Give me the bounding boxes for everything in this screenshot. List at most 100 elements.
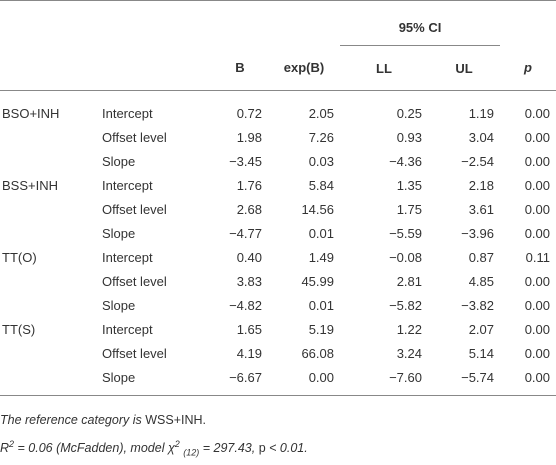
term-label: Intercept <box>102 249 153 265</box>
group-label: BSO+INH <box>2 105 60 121</box>
empty-cell <box>0 197 100 221</box>
value-cell: 1.65 <box>236 321 262 337</box>
value-cell: 0.01 <box>308 297 334 313</box>
table-row: TT(S) Intercept 1.65 5.19 1.22 2.07 0.00 <box>0 317 556 341</box>
value-cell: −5.59 <box>389 225 422 241</box>
value-cell: −5.74 <box>428 365 501 396</box>
term-label: Slope <box>102 225 136 241</box>
value-cell: −6.67 <box>212 365 268 396</box>
term-label: Intercept <box>102 105 153 121</box>
value-cell: −4.36 <box>389 153 422 169</box>
empty-cell <box>0 269 100 293</box>
table-row: Slope −3.45 0.03 −4.36 −2.54 0.00 <box>0 149 556 173</box>
term-label: Slope <box>102 153 136 169</box>
value-cell: 0.72 <box>236 105 262 121</box>
empty-cell <box>0 221 100 245</box>
term-label: Offset level <box>102 273 167 289</box>
group-label: TT(S) <box>2 321 36 337</box>
value-cell: 0.00 <box>524 273 551 289</box>
value-cell: 2.18 <box>468 177 495 193</box>
value-cell: −3.82 <box>461 297 495 313</box>
value-cell: 2.05 <box>308 105 334 121</box>
value-cell: 0.00 <box>524 321 551 337</box>
table-row: Slope −4.77 0.01 −5.59 −3.96 0.00 <box>0 221 556 245</box>
value-cell: 0.03 <box>308 153 334 169</box>
ci-header: 95% CI <box>340 0 501 46</box>
value-cell: −3.96 <box>461 225 495 241</box>
results-table: 95% CI B exp(B) LL UL p BSO+INH Intercept… <box>0 0 556 396</box>
value-cell: 7.26 <box>308 129 334 145</box>
value-cell: 1.22 <box>396 321 422 337</box>
value-cell: 0.00 <box>524 297 551 313</box>
value-cell: 45.99 <box>301 273 334 289</box>
value-cell: 5.84 <box>308 177 334 193</box>
term-label: Slope <box>100 365 212 396</box>
value-cell: 1.19 <box>468 105 495 121</box>
note-text: < 0.01. <box>265 441 308 456</box>
value-cell: 14.56 <box>301 201 334 217</box>
table-row: Slope −4.82 0.01 −5.82 −3.82 0.00 <box>0 293 556 317</box>
value-cell: 0.40 <box>236 249 262 265</box>
value-cell: 4.19 <box>236 345 262 361</box>
note-text: = 0.06 (McFadden), model χ <box>14 441 175 456</box>
value-cell: 3.24 <box>396 345 422 361</box>
empty-cell <box>0 293 100 317</box>
note-line: The reference category is WSS+INH. <box>0 408 556 432</box>
note-text: R <box>0 441 10 456</box>
value-cell: 5.14 <box>468 345 495 361</box>
value-cell: 0.93 <box>396 129 422 145</box>
note-text: (12) <box>183 447 200 458</box>
term-label: Slope <box>102 297 136 313</box>
value-cell: −4.77 <box>229 225 262 241</box>
column-header: exp(B) <box>268 45 340 91</box>
value-cell: 0.00 <box>524 105 551 121</box>
table-row: BSS+INH Intercept 1.76 5.84 1.35 2.18 0.00 <box>0 173 556 197</box>
empty-cell <box>0 365 100 396</box>
value-cell: −2.54 <box>461 153 495 169</box>
value-cell: 1.35 <box>396 177 422 193</box>
note-text: 2 <box>174 439 180 449</box>
note-line: R2 = 0.06 (McFadden), model χ2 (12) = 29… <box>0 432 556 465</box>
note-text: p <box>258 441 266 456</box>
value-cell: 2.81 <box>396 273 422 289</box>
value-cell: 0.00 <box>524 225 551 241</box>
table-row: Offset level 1.98 7.26 0.93 3.04 0.00 <box>0 125 556 149</box>
value-cell: 2.07 <box>468 321 495 337</box>
value-cell: 0.00 <box>524 153 551 169</box>
value-cell: 1.76 <box>236 177 262 193</box>
table-row: BSO+INH Intercept 0.72 2.05 0.25 1.19 0.00 <box>0 91 556 126</box>
value-cell: 0.00 <box>268 365 340 396</box>
value-cell: 3.83 <box>236 273 262 289</box>
value-cell: −5.82 <box>389 297 422 313</box>
column-header: B <box>212 45 268 91</box>
term-label: Offset level <box>102 201 167 217</box>
value-cell: 0.01 <box>308 225 334 241</box>
value-cell: 0.87 <box>468 249 495 265</box>
value-cell: 3.61 <box>468 201 495 217</box>
value-cell: −0.08 <box>389 249 422 265</box>
term-label: Offset level <box>102 129 167 145</box>
note-text: 2 <box>9 439 15 449</box>
value-cell: 5.19 <box>308 321 334 337</box>
table-row: Offset level 3.83 45.99 2.81 4.85 0.00 <box>0 269 556 293</box>
note-text: = 297.43, <box>199 441 259 456</box>
value-cell: 1.49 <box>308 249 334 265</box>
empty-cell <box>0 125 100 149</box>
value-cell: 0.25 <box>396 105 422 121</box>
note-text: The reference category is <box>0 413 142 427</box>
table-row: Offset level 2.68 14.56 1.75 3.61 0.00 <box>0 197 556 221</box>
table-row: Offset level 4.19 66.08 3.24 5.14 0.00 <box>0 341 556 365</box>
column-header: p <box>500 45 556 91</box>
value-cell: −7.60 <box>340 365 428 396</box>
value-cell: 3.04 <box>468 129 495 145</box>
term-label: Offset level <box>102 345 167 361</box>
value-cell: −4.82 <box>229 297 262 313</box>
value-cell: 0.00 <box>500 365 556 396</box>
notes: The reference category is WSS+INH. R2 = … <box>0 408 556 465</box>
empty-cell <box>0 149 100 173</box>
group-label: BSS+INH <box>2 177 58 193</box>
value-cell: −3.45 <box>229 153 262 169</box>
note-text: WSS+INH. <box>145 413 207 427</box>
column-header: LL <box>340 45 428 91</box>
